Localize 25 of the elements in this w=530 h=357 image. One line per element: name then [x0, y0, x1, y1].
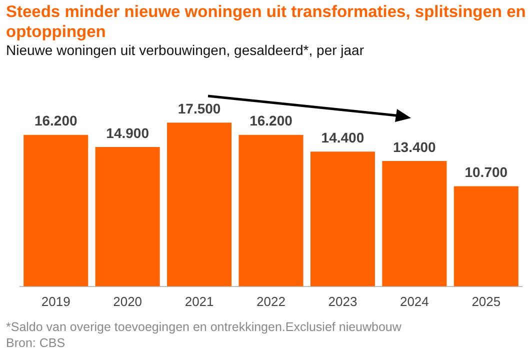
data-label: 14.400	[321, 130, 364, 146]
data-label: 10.700	[464, 164, 508, 180]
x-tick-label: 2023	[328, 294, 358, 309]
bar	[238, 134, 304, 286]
bar	[454, 186, 518, 286]
x-tick-label: 2025	[472, 294, 501, 309]
data-label: 16.200	[34, 112, 78, 129]
bar	[382, 161, 447, 286]
bar	[95, 147, 160, 286]
x-tick-label: 2019	[41, 294, 70, 309]
data-label: 17.500	[178, 100, 221, 117]
text: *Saldo van overige toevoegingen en ontrekkingen.Exclusief nieuwbouw	[6, 320, 402, 334]
bar	[167, 122, 232, 286]
data-label: 13.400	[393, 138, 436, 155]
x-tick-label: 2021	[184, 294, 214, 309]
chart-title: Steeds minder nieuwe woningen uit transformaties, splitsingen en optoppingen	[6, 2, 526, 42]
bar	[24, 134, 88, 286]
x-tick-label: 2022	[256, 294, 286, 309]
bar	[310, 152, 375, 286]
x-tick-label: 2024	[400, 294, 429, 309]
data-label: 16.200	[250, 112, 293, 129]
x-tick-label: 2020	[113, 294, 142, 309]
text: Bron: CBS	[6, 336, 66, 350]
data-label: 14.900	[106, 124, 150, 141]
chart-subtitle: Nieuwe woningen uit verbouwingen, gesaldeerd*, per jaar	[6, 42, 364, 58]
